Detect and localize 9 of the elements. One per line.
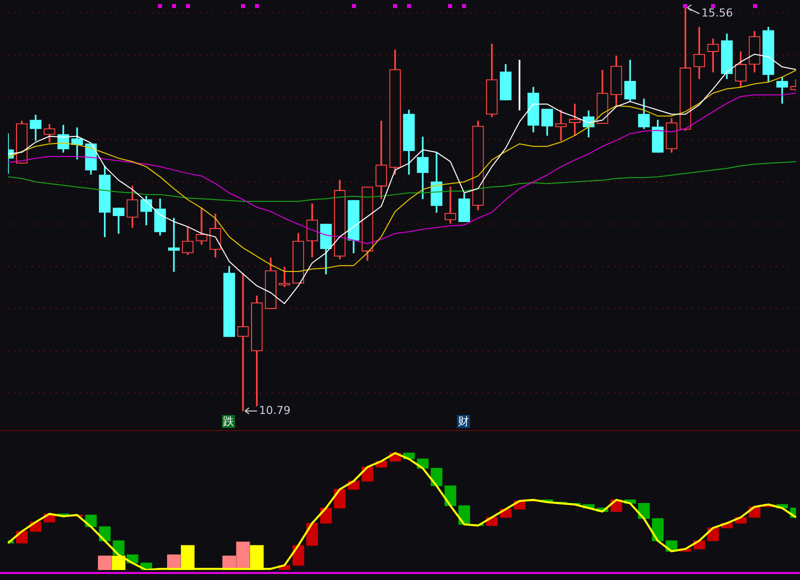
- bar: [98, 556, 112, 570]
- candlestick: [196, 208, 208, 245]
- candlestick: [555, 110, 567, 141]
- candlestick: [237, 272, 249, 412]
- annotation: 10.79: [259, 404, 291, 417]
- text: 跌: [222, 415, 236, 428]
- text: 财: [457, 415, 470, 428]
- candlestick: [707, 38, 719, 72]
- annotation: 15.56: [701, 6, 733, 20]
